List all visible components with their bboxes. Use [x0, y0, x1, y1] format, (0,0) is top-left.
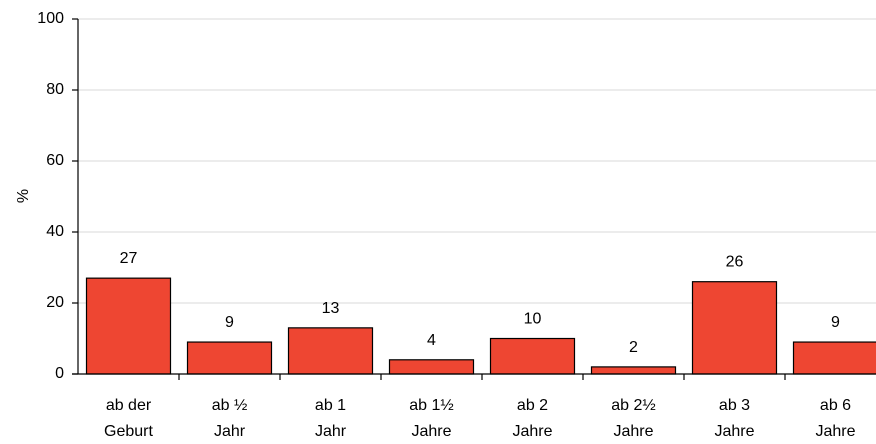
y-tick-label: 40	[46, 223, 64, 240]
data-label: 10	[524, 311, 542, 328]
data-label: 27	[120, 250, 138, 267]
y-axis-title: %	[15, 189, 32, 203]
labels: 0 20 40 60 80 100 27 9 13 4 10 2 26 9 ab der Geburt ab ½…	[37, 10, 855, 440]
data-label: 9	[831, 314, 840, 331]
x-category-label: Jahr	[214, 423, 246, 440]
y-tick-label: 100	[37, 10, 64, 27]
x-category-label: ab 3	[719, 397, 750, 414]
bar	[85, 277, 172, 375]
gridlines	[78, 18, 876, 304]
x-category-label: Jahre	[815, 423, 855, 440]
data-label: 2	[629, 339, 638, 356]
data-label: 13	[322, 300, 340, 317]
bar	[186, 341, 273, 375]
x-category-label: ab 1½	[409, 397, 453, 414]
x-category-label: Jahre	[714, 423, 754, 440]
x-category-label: ab 6	[820, 397, 851, 414]
x-category-label: ab 2½	[611, 397, 655, 414]
y-tick-label: 60	[46, 152, 64, 169]
data-label: 4	[427, 332, 436, 349]
bar	[792, 341, 876, 375]
x-category-label: Jahre	[613, 423, 653, 440]
bar	[691, 281, 778, 375]
bar	[489, 337, 576, 375]
x-category-label: Jahre	[512, 423, 552, 440]
x-category-label: Geburt	[104, 423, 153, 440]
x-category-label: ab 1	[315, 397, 346, 414]
bar	[590, 366, 677, 375]
x-category-label: ab ½	[212, 397, 248, 414]
y-tick-label: 0	[55, 365, 64, 382]
x-category-label: ab 2	[517, 397, 548, 414]
x-category-label: Jahr	[315, 423, 347, 440]
data-label: 9	[225, 314, 234, 331]
x-category-label: ab der	[106, 397, 152, 414]
bar	[287, 327, 374, 375]
axes	[72, 18, 876, 380]
bar	[388, 359, 475, 375]
y-tick-label: 20	[46, 294, 64, 311]
bars	[85, 277, 876, 375]
data-label: 26	[726, 254, 744, 271]
y-tick-label: 80	[46, 81, 64, 98]
x-category-label: Jahre	[411, 423, 451, 440]
